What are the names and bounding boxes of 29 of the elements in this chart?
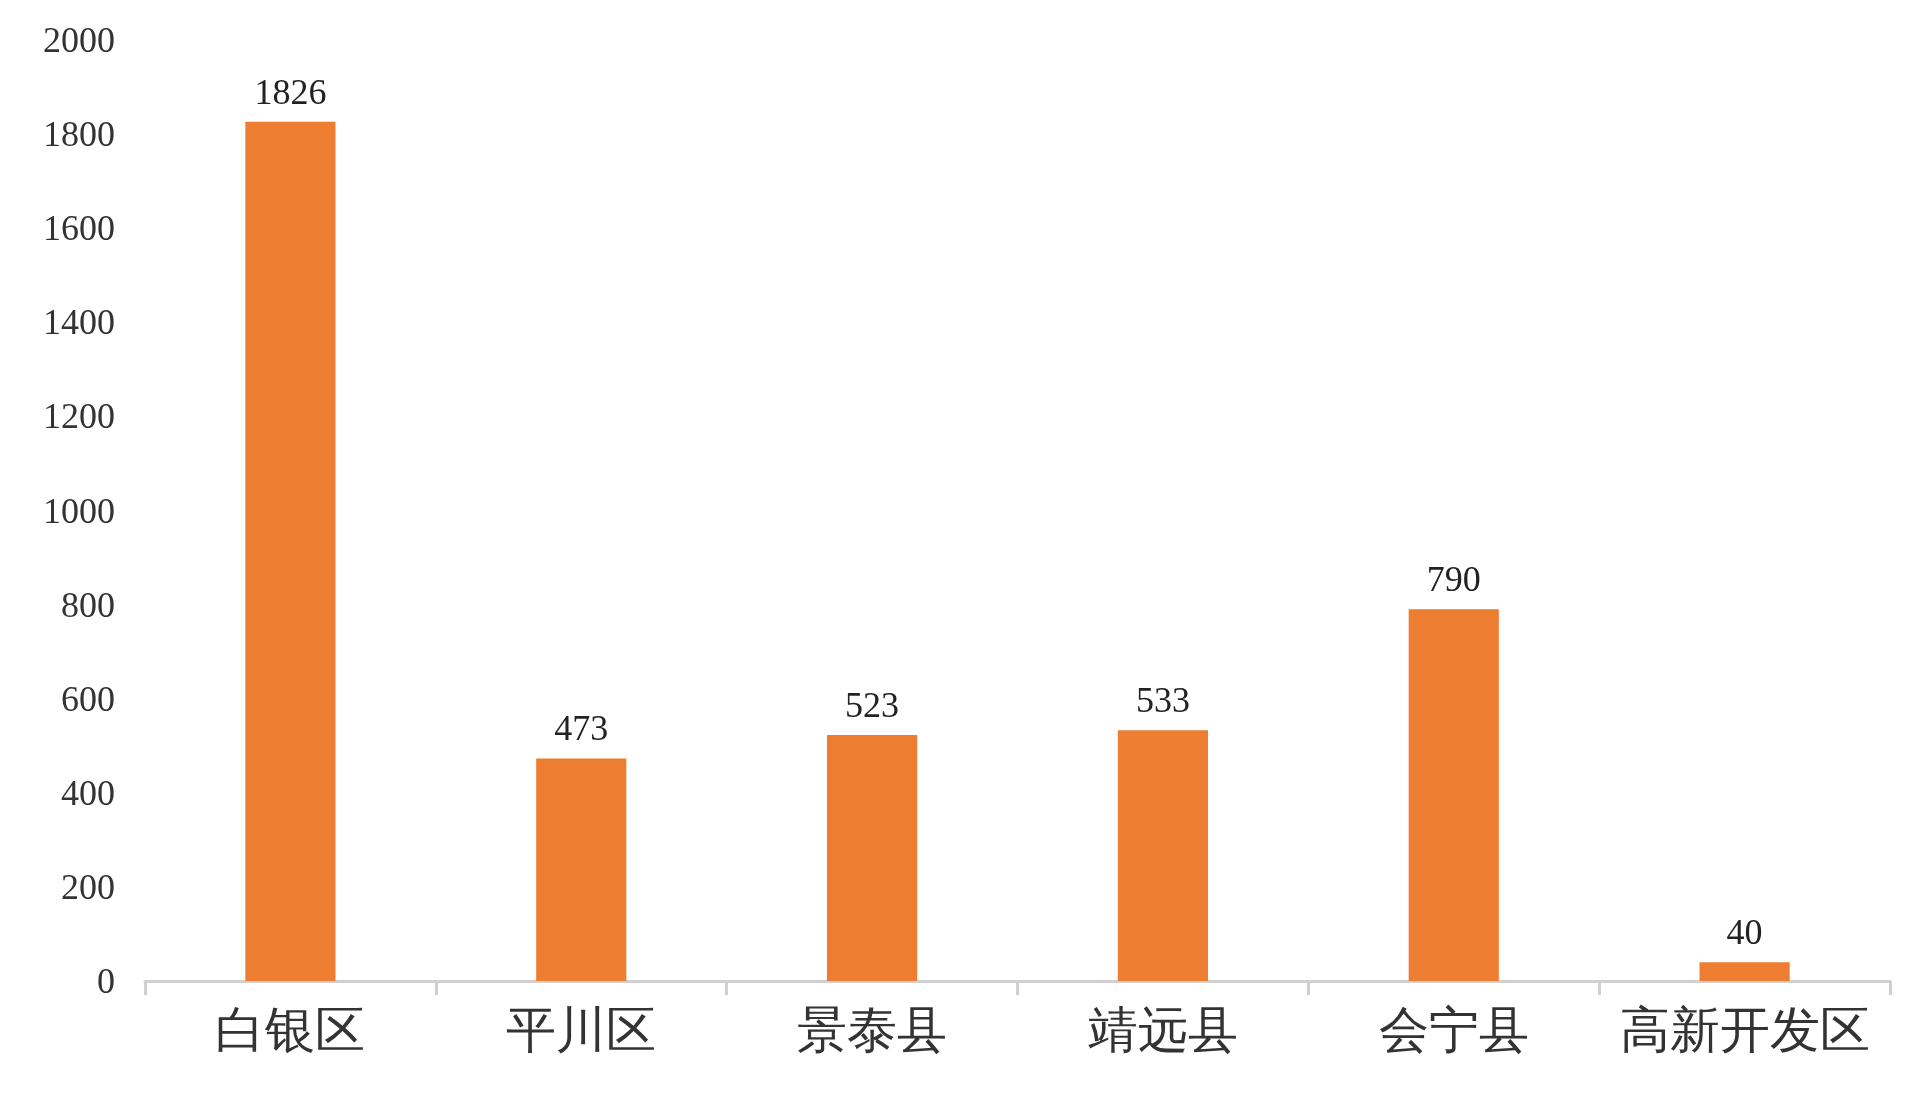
y-tick-label: 1600 <box>43 208 115 249</box>
data-label: 1826 <box>254 71 327 112</box>
data-label: 40 <box>1726 912 1763 953</box>
x-tick-label: 高新开发区 <box>1619 1002 1870 1058</box>
x-tick-label: 景泰县 <box>797 1002 948 1058</box>
y-tick-label: 800 <box>61 584 115 625</box>
y-tick-label: 2000 <box>43 20 115 60</box>
bar <box>1408 609 1499 981</box>
bar <box>245 121 336 981</box>
bar <box>1699 962 1790 981</box>
y-tick-label: 0 <box>97 961 115 1001</box>
y-tick-label: 1000 <box>43 490 115 531</box>
data-label: 533 <box>1135 680 1190 721</box>
x-tick-label: 靖远县 <box>1087 1002 1238 1058</box>
y-tick-label: 1400 <box>43 302 115 343</box>
y-tick-label: 400 <box>61 772 115 813</box>
x-tick-label: 白银区 <box>215 1002 366 1058</box>
bar <box>827 734 918 981</box>
bar <box>1117 730 1208 981</box>
x-tick-label: 会宁县 <box>1378 1002 1529 1058</box>
y-tick-label: 200 <box>61 866 115 907</box>
y-tick-label: 1200 <box>43 396 115 437</box>
data-label: 790 <box>1426 559 1481 600</box>
bar <box>536 758 627 981</box>
data-label: 473 <box>554 708 609 749</box>
y-tick-label: 600 <box>61 678 115 719</box>
data-label: 523 <box>845 684 900 725</box>
x-tick-label: 平川区 <box>506 1002 657 1058</box>
y-tick-label: 1800 <box>43 114 115 155</box>
